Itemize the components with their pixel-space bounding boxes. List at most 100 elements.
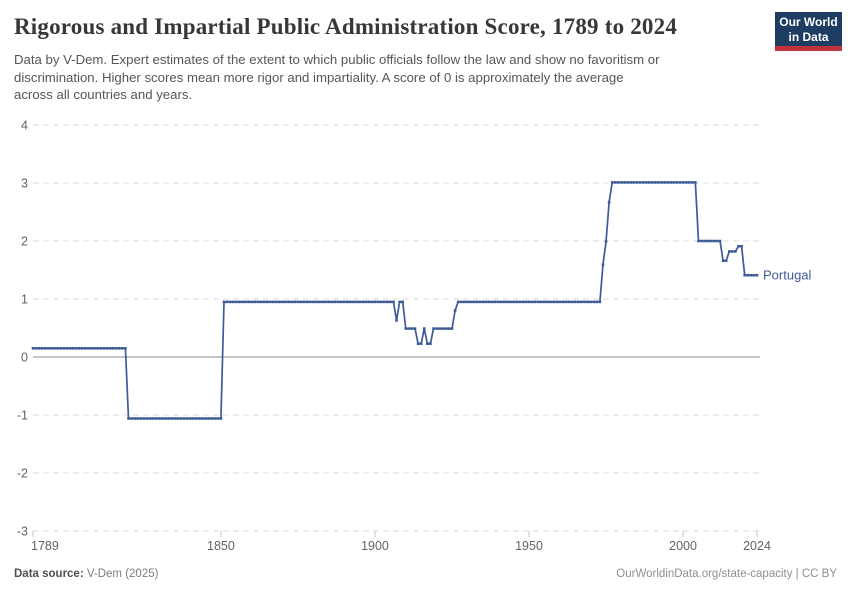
- data-point-marker: [657, 181, 660, 184]
- data-point-marker: [275, 300, 278, 304]
- x-tick-label: 1900: [361, 539, 389, 553]
- data-point-marker: [401, 300, 405, 304]
- data-point-marker: [216, 417, 220, 420]
- data-point-marker: [284, 300, 287, 304]
- y-tick-label: -2: [17, 467, 28, 481]
- data-point-marker: [469, 300, 472, 304]
- subtitle-line: Data by V-Dem. Expert estimates of the e…: [14, 52, 660, 67]
- data-point-marker: [139, 417, 143, 420]
- data-point-marker: [164, 417, 167, 420]
- data-point-marker: [549, 300, 552, 304]
- y-tick-label: 3: [21, 177, 28, 191]
- data-point-marker: [660, 181, 663, 184]
- data-point-marker: [321, 300, 324, 304]
- data-point-marker: [466, 300, 469, 304]
- data-point-marker: [105, 347, 109, 350]
- series-end-label: Portugal: [763, 268, 812, 283]
- data-point-marker: [432, 327, 435, 330]
- data-point-marker: [672, 181, 676, 184]
- data-point-marker: [50, 347, 53, 350]
- data-point-marker: [413, 327, 417, 330]
- data-point-marker: [521, 300, 525, 304]
- data-point-marker: [364, 300, 368, 304]
- subtitle-line: across all countries and years.: [14, 87, 193, 103]
- data-point-marker: [315, 300, 318, 304]
- data-point-marker: [515, 300, 518, 304]
- data-point-marker: [592, 300, 596, 304]
- data-point-marker: [447, 327, 451, 330]
- data-point-marker: [247, 300, 250, 304]
- data-point-marker: [56, 347, 59, 350]
- data-point-marker: [570, 300, 574, 304]
- data-point-marker: [678, 181, 682, 184]
- data-point-marker: [441, 327, 445, 330]
- data-point-marker: [290, 300, 294, 304]
- y-tick-label: 1: [21, 293, 28, 307]
- data-point-marker: [327, 300, 331, 304]
- data-point-marker: [342, 300, 346, 304]
- data-point-marker: [287, 300, 291, 304]
- data-point-marker: [376, 300, 380, 304]
- data-point-marker: [456, 300, 460, 304]
- data-source-label: Data source:: [14, 568, 84, 580]
- data-point-marker: [472, 300, 475, 304]
- data-point-marker: [404, 327, 408, 330]
- data-point-marker: [743, 273, 746, 277]
- y-tick-label: 2: [21, 235, 28, 249]
- data-point-marker: [543, 300, 546, 304]
- data-point-marker: [712, 239, 716, 243]
- data-point-marker: [265, 300, 269, 304]
- data-point-marker: [503, 300, 506, 304]
- chart-subtitle: Data by V-Dem. Expert estimates of the e…: [14, 51, 774, 104]
- data-point-marker: [561, 300, 565, 304]
- data-point-marker: [65, 347, 69, 350]
- data-point-marker: [524, 300, 528, 304]
- data-point-marker: [253, 300, 257, 304]
- data-point-marker: [623, 181, 626, 184]
- data-point-marker: [312, 300, 315, 304]
- data-point-marker: [589, 300, 592, 304]
- data-point-marker: [706, 239, 710, 243]
- data-point-marker: [68, 347, 72, 350]
- data-point-marker: [259, 300, 263, 304]
- owid-logo: Our World in Data: [775, 12, 842, 51]
- data-point-marker: [416, 342, 420, 345]
- data-point-marker: [151, 417, 155, 420]
- data-point-marker: [34, 347, 38, 350]
- data-point-marker: [136, 417, 140, 420]
- data-point-marker: [718, 239, 722, 243]
- data-point-marker: [302, 300, 306, 304]
- x-tick-label: 1950: [515, 539, 543, 553]
- data-point-marker: [607, 200, 611, 204]
- data-point-marker: [102, 347, 106, 350]
- data-point-marker: [299, 300, 303, 304]
- x-tick-label: 1850: [207, 539, 235, 553]
- data-point-marker: [731, 250, 734, 253]
- data-point-marker: [506, 300, 509, 304]
- data-point-marker: [80, 347, 84, 350]
- data-point-marker: [278, 300, 281, 304]
- data-point-marker: [617, 181, 620, 184]
- data-point-marker: [235, 300, 238, 304]
- data-source-note: Data source: V-Dem (2025): [14, 568, 158, 580]
- data-point-marker: [724, 259, 728, 263]
- data-point-marker: [352, 300, 355, 304]
- data-point-marker: [610, 181, 614, 184]
- data-point-marker: [53, 347, 56, 350]
- data-point-marker: [558, 300, 562, 304]
- data-point-marker: [191, 417, 195, 420]
- data-point-marker: [225, 300, 229, 304]
- data-point-marker: [398, 300, 401, 304]
- data-point-marker: [746, 273, 750, 277]
- data-point-marker: [509, 300, 512, 304]
- data-point-marker: [345, 300, 349, 304]
- data-point-marker: [87, 347, 90, 350]
- data-point-marker: [540, 300, 543, 304]
- data-point-marker: [666, 181, 669, 184]
- data-point-marker: [198, 417, 201, 420]
- data-point-marker: [93, 347, 96, 350]
- data-point-marker: [262, 300, 266, 304]
- data-point-marker: [490, 300, 494, 304]
- data-point-marker: [74, 347, 78, 350]
- data-point-marker: [154, 417, 158, 420]
